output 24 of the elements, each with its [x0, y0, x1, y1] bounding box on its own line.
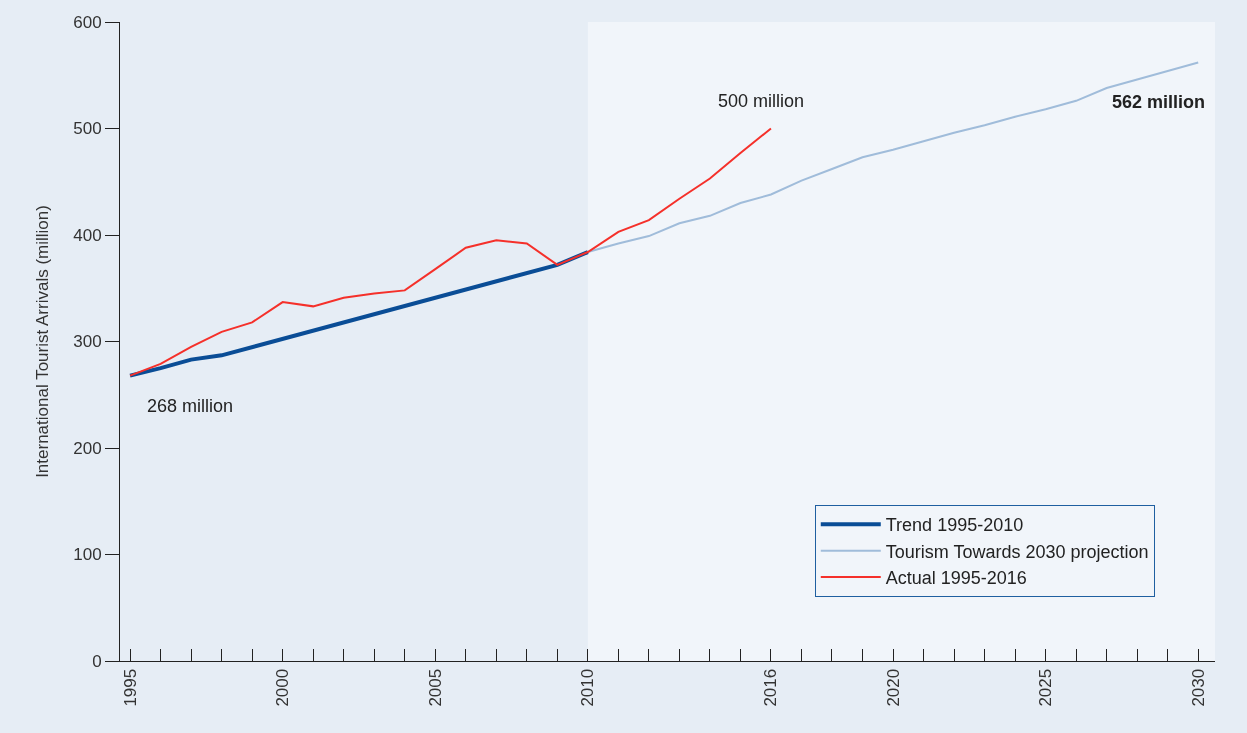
- annotation: 500 million: [718, 91, 805, 111]
- line-series: [129, 127, 772, 377]
- annotation: 268 million: [147, 396, 234, 416]
- y-tick-label: 500: [73, 119, 102, 139]
- legend-label: Actual 1995-2016: [885, 568, 1027, 589]
- x-tick-label: 2025: [1036, 668, 1056, 707]
- x-tick-label: 1995: [120, 668, 140, 707]
- x-tick-label: 2020: [883, 668, 903, 707]
- x-tick-label: 2030: [1188, 668, 1208, 707]
- line-series: [128, 250, 590, 378]
- legend-label: Tourism Towards 2030 projection: [885, 541, 1149, 562]
- y-tick-label: 600: [73, 12, 102, 32]
- y-tick-label: 200: [73, 438, 102, 458]
- y-axis-title: International Tourist Arrivals (million): [32, 205, 52, 478]
- y-tick-label: 300: [73, 332, 102, 352]
- annotation: 562 million: [1112, 92, 1206, 112]
- y-tick-label: 0: [92, 651, 102, 671]
- y-tick-label: 100: [73, 545, 102, 565]
- x-tick-label: 2000: [273, 668, 293, 707]
- y-tick-label: 400: [73, 225, 102, 245]
- x-tick-label: 2005: [425, 668, 445, 707]
- x-tick-label: 2016: [761, 668, 781, 707]
- legend-label: Trend 1995-2010: [885, 515, 1024, 536]
- x-tick-label: 2010: [578, 668, 598, 707]
